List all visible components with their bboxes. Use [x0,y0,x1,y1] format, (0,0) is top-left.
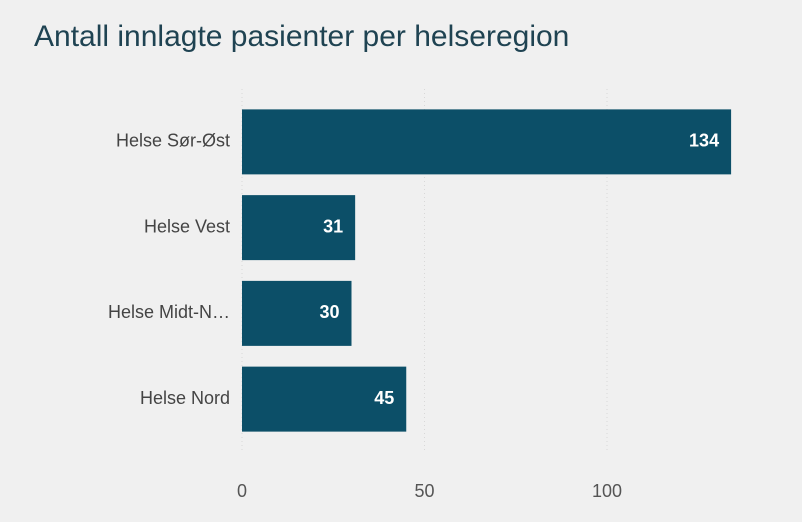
x-tick-label: 100 [592,481,622,501]
y-tick-label: Helse Nord [140,388,230,408]
value-label: 134 [689,131,719,151]
bar [242,366,407,432]
value-label: 30 [319,302,339,322]
value-label: 45 [374,388,394,408]
chart-title: Antall innlagte pasienter per helseregio… [34,20,569,53]
x-tick-label: 0 [237,481,247,501]
bar [242,280,352,346]
value-label: 31 [323,216,343,236]
x-tick-label: 50 [414,481,434,501]
y-tick-label: Helse Midt-N… [108,302,230,322]
bar [242,109,732,175]
y-tick-label: Helse Sør-Øst [116,131,230,151]
y-tick-label: Helse Vest [144,216,230,236]
bar [242,195,356,261]
